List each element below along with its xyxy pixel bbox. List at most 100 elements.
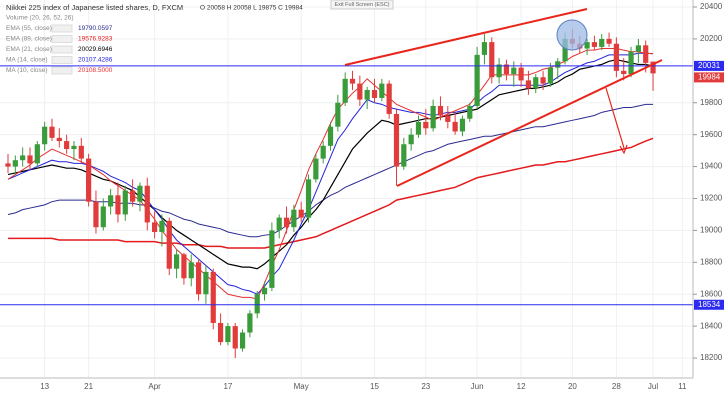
candle-body [12,160,18,167]
y-tick-label: 18400 [700,321,723,330]
drawings [344,8,663,187]
x-tick-label: 11 [678,382,687,391]
legend-value: 19576.9283 [78,36,113,43]
candle-body [489,42,495,78]
candle-body [423,121,429,129]
legend-name: EMA (55, close) [6,25,52,32]
candle-body [335,102,341,127]
last-price-label: 19984 [698,73,721,82]
candle-body [540,77,546,84]
legend-value: 19790.0597 [78,25,113,32]
x-tick-label: 12 [517,382,526,391]
level-label: 20031 [698,61,721,70]
candle-body [621,70,627,75]
candle-body [283,217,290,228]
candle-body [203,271,209,295]
candle-body [122,190,128,215]
x-tick-label: 17 [223,382,232,391]
candle-body [27,155,33,164]
candle-body [401,144,407,167]
candle-body [86,158,92,202]
candle-body [481,42,488,55]
y-tick-label: 18800 [700,257,723,266]
candle-body [562,38,568,62]
candle-body [64,141,70,150]
y-tick-label: 19000 [700,226,723,235]
legend-name: MA (10, close) [6,67,48,74]
candle-body [467,105,473,119]
candle-body [152,222,158,233]
y-tick-label: 18200 [700,353,723,362]
candle-body [144,185,150,223]
candle-body [217,322,224,343]
candle-body [298,209,304,218]
candle-body [437,105,444,116]
ohlc-status: O 20058 H 20058 L 19875 C 19984 [200,5,303,12]
candle-body [357,83,363,100]
candle-body [525,80,532,89]
candle-body [188,262,194,279]
candle-body [71,145,77,150]
candle-body [393,113,400,167]
indicator-line [7,52,654,295]
candle-body [137,185,143,202]
candle-body [496,64,502,78]
candle-body [452,121,458,132]
candle-body [518,67,524,81]
legend-icon [51,66,73,75]
candle-body [247,313,253,333]
legend-icon [51,35,73,43]
candle-body [606,38,612,44]
candle-body [210,271,216,323]
candle-body [430,105,436,129]
y-tick-label: 19800 [700,98,723,107]
last-price-tag [694,72,724,83]
candle-body [159,220,165,233]
legend-items: EMA (55, close) 19790.0597 EMA (89, close)… [6,24,113,75]
candle-body [269,230,275,288]
legend-value: 20107.4286 [78,57,113,64]
candle-body [239,332,246,349]
candle-body [445,115,451,122]
candle-body [599,38,605,47]
candle-body [56,137,62,142]
legend-value: 20108.5000 [78,67,113,74]
exit-button[interactable] [330,0,394,10]
candle-body [93,201,99,228]
candle-body [5,163,11,167]
indicator-line [7,59,654,270]
candle-body [643,45,649,63]
candle-body [342,78,348,103]
y-tick-label: 19200 [700,194,723,203]
candle-body [305,179,312,218]
level-tag [694,60,724,71]
y-tick-label: 18600 [700,289,723,298]
candle-body [261,287,268,295]
candle-body [78,145,84,159]
candle-body [650,61,656,74]
candle-body [130,190,136,202]
x-tick-label: Jun [471,382,484,391]
trend-line [396,59,663,187]
x-tick-label: 21 [84,382,93,391]
legend-value: 20029.6946 [78,46,113,53]
y-tick-label: 19600 [700,130,723,139]
volume-label: Volume (20, 26, 52, 26) [6,15,74,22]
candle-body [533,77,539,89]
chart-title: Nikkei 225 index of Japanese listed shar… [6,3,183,12]
y-tick-label: 20400 [700,2,723,11]
x-tick-label: 15 [370,382,379,391]
indicator-line [8,137,654,249]
candle-body [584,42,590,49]
candle-body [415,121,422,135]
candle-body [313,158,319,180]
axis-labels: 18200 18400 18600 18800 19000 19200 19400 19600… [40,2,724,391]
candle-body [555,61,561,68]
candle-body [276,217,282,231]
legend-icon [51,45,73,54]
arrow [605,87,625,149]
candle-body [254,294,260,314]
legend: Nikkei 225 index of Japanese listed shar… [6,3,303,22]
exit-button-label[interactable]: Exit Full Screen (ESC) [334,2,389,8]
